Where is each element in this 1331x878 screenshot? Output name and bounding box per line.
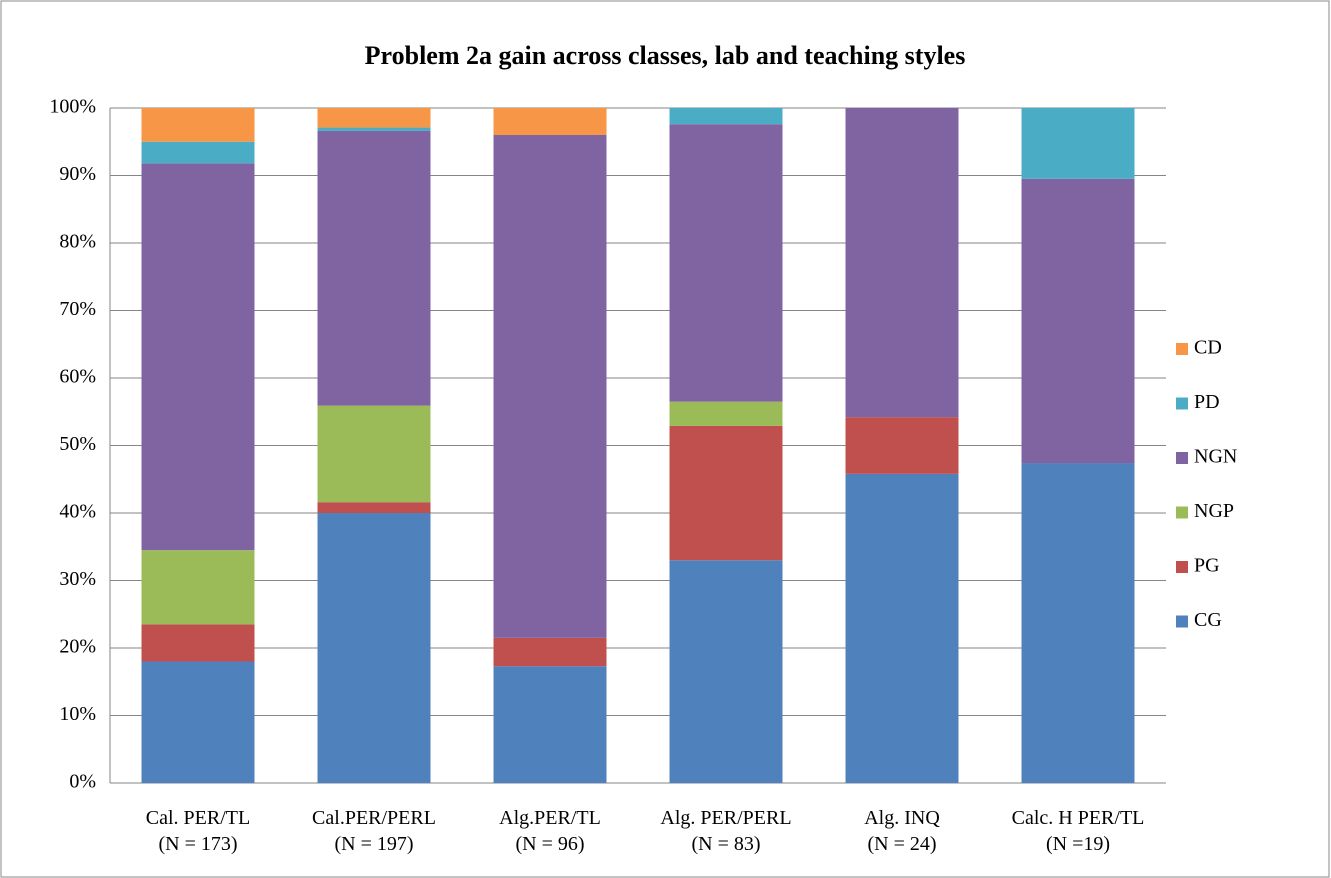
legend-swatch: [1176, 397, 1188, 410]
bar-segment: [845, 108, 959, 418]
bar-segment: [317, 127, 431, 131]
bar-segment: [493, 135, 607, 638]
bar-segment: [669, 124, 783, 402]
bar-segment: [493, 637, 607, 667]
y-tick-label: 20%: [59, 636, 96, 658]
y-tick-label: 50%: [59, 433, 96, 455]
legend-swatch: [1176, 343, 1188, 355]
bar-segment: [669, 401, 783, 426]
x-tick-label: Cal.PER/PERL (N = 197): [312, 807, 436, 855]
legend-label: CG: [1194, 609, 1222, 631]
y-tick-label: 60%: [59, 366, 96, 388]
bar-segment: [317, 130, 431, 406]
bar-segment: [845, 417, 959, 474]
legend-label: PD: [1194, 391, 1220, 413]
bar-segment: [141, 108, 255, 142]
legend-swatch: [1176, 561, 1188, 573]
y-tick-label: 90%: [59, 163, 96, 185]
legend-label: NGN: [1194, 446, 1237, 468]
bar-segment: [669, 108, 783, 125]
bar-segment: [845, 473, 959, 783]
legend-swatch: [1176, 615, 1188, 628]
bar-segment: [141, 550, 255, 625]
legend-label: CD: [1194, 337, 1222, 359]
chart-title: Problem 2a gain across classes, lab and …: [365, 41, 966, 70]
y-tick-label: 80%: [59, 231, 96, 253]
bar-segment: [1021, 463, 1135, 783]
bar-segment: [317, 108, 431, 128]
y-tick-label: 10%: [59, 703, 96, 725]
legend-label: NGP: [1194, 500, 1234, 522]
bar-segment: [493, 108, 607, 135]
bar-segment: [141, 624, 255, 662]
bar-segment: [141, 141, 255, 164]
y-tick-label: 30%: [59, 568, 96, 590]
x-tick-label: Alg.PER/TL (N = 96): [499, 807, 601, 855]
legend-swatch: [1176, 452, 1188, 464]
x-tick-label: Alg. INQ (N = 24): [864, 807, 940, 855]
bar-segment: [317, 405, 431, 503]
bar-segment: [669, 425, 783, 561]
y-tick-label: 100%: [49, 96, 96, 118]
y-tick-label: 70%: [59, 298, 96, 320]
x-tick-label: Cal. PER/TL (N = 173): [146, 807, 250, 855]
bar-segment: [1021, 108, 1135, 179]
bar-segment: [141, 163, 255, 551]
legend-label: PG: [1194, 555, 1220, 577]
bar-segment: [1021, 178, 1135, 464]
y-tick-label: 40%: [59, 501, 96, 523]
bar-segment: [141, 661, 255, 783]
bar-segment: [669, 560, 783, 783]
x-tick-label: Calc. H PER/TL (N =19): [1012, 807, 1145, 855]
bar-segment: [317, 502, 431, 513]
bar-segment: [493, 666, 607, 783]
x-tick-label: Alg. PER/PERL (N = 83): [660, 807, 791, 855]
legend-swatch: [1176, 506, 1188, 519]
bar-segment: [317, 513, 431, 783]
y-tick-label: 0%: [69, 771, 96, 793]
